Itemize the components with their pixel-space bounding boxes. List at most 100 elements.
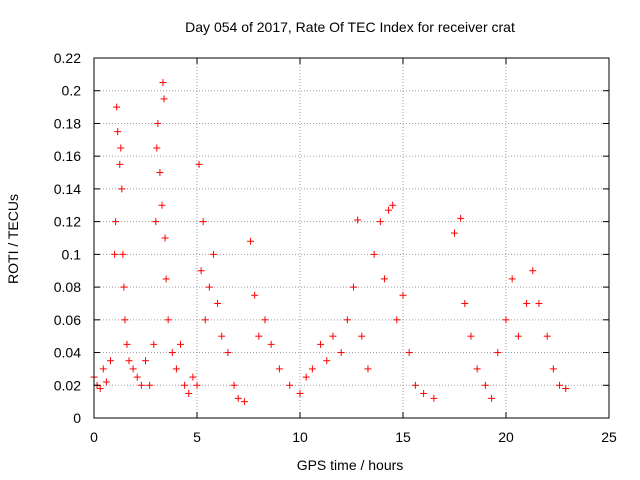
data-point — [275, 365, 283, 373]
data-point — [201, 316, 209, 324]
data-point — [535, 299, 543, 307]
data-point — [457, 214, 465, 222]
data-point — [172, 365, 180, 373]
data-point — [529, 267, 537, 275]
x-tick-label: 0 — [90, 429, 98, 445]
data-point — [488, 394, 496, 402]
data-point — [162, 275, 170, 283]
data-point — [121, 316, 129, 324]
y-tick-label: 0.1 — [62, 246, 82, 262]
data-point — [159, 79, 167, 87]
data-point — [411, 381, 419, 389]
data-point — [234, 394, 242, 402]
x-tick-label: 15 — [395, 429, 411, 445]
data-point — [152, 218, 160, 226]
data-point — [154, 119, 162, 127]
data-point — [158, 201, 166, 209]
data-point — [556, 381, 564, 389]
data-point — [473, 365, 481, 373]
data-point — [376, 218, 384, 226]
data-point — [337, 349, 345, 357]
y-tick-label: 0.16 — [54, 148, 81, 164]
x-tick-label: 20 — [498, 429, 514, 445]
y-tick-label: 0.2 — [62, 83, 82, 99]
data-point — [286, 381, 294, 389]
data-point — [481, 381, 489, 389]
data-point — [543, 332, 551, 340]
data-point — [389, 201, 397, 209]
data-point — [193, 381, 201, 389]
chart-title: Day 054 of 2017, Rate Of TEC Index for r… — [185, 19, 515, 35]
grid-lines — [94, 58, 609, 418]
data-point — [177, 340, 185, 348]
data-point — [112, 218, 120, 226]
data-point — [562, 385, 570, 393]
x-tick-label: 5 — [193, 429, 201, 445]
data-point — [123, 340, 131, 348]
data-point — [230, 381, 238, 389]
data-point — [350, 283, 358, 291]
y-tick-label: 0.14 — [54, 181, 81, 197]
data-point — [99, 365, 107, 373]
data-point — [113, 103, 121, 111]
data-point — [247, 237, 255, 245]
data-point — [308, 365, 316, 373]
data-point — [116, 160, 124, 168]
data-point — [102, 378, 110, 386]
data-point — [111, 250, 119, 258]
data-point — [146, 381, 154, 389]
x-tick-label: 25 — [601, 429, 617, 445]
y-tick-label: 0.22 — [54, 50, 81, 66]
x-axis-label: GPS time / hours — [297, 457, 404, 473]
data-points — [90, 79, 570, 406]
data-point — [329, 332, 337, 340]
y-tick-label: 0 — [73, 410, 81, 426]
y-tick-label: 0.06 — [54, 312, 81, 328]
axis-ticks — [93, 57, 610, 419]
data-point — [164, 316, 172, 324]
data-point — [120, 283, 128, 291]
data-point — [364, 365, 372, 373]
data-point — [150, 340, 158, 348]
data-point — [508, 275, 516, 283]
y-tick-label: 0.18 — [54, 115, 81, 131]
data-point — [156, 169, 164, 177]
y-axis-label: ROTI / TECUs — [5, 194, 21, 284]
data-point — [199, 218, 207, 226]
data-point — [451, 229, 458, 237]
data-point — [267, 340, 275, 348]
data-point — [430, 394, 438, 402]
data-point — [114, 128, 122, 136]
data-point — [168, 349, 176, 357]
data-point — [494, 349, 502, 357]
data-point — [142, 357, 149, 365]
data-point — [240, 398, 248, 406]
data-point — [343, 316, 351, 324]
data-point — [399, 291, 407, 299]
data-point — [195, 160, 203, 168]
x-tick-label: 10 — [292, 429, 308, 445]
data-point — [214, 299, 222, 307]
data-point — [118, 185, 126, 193]
data-point — [119, 250, 127, 258]
data-point — [405, 349, 413, 357]
data-point — [117, 144, 125, 152]
data-point — [224, 349, 232, 357]
plot-frame — [93, 57, 610, 419]
y-tick-label: 0.02 — [54, 377, 81, 393]
data-point — [209, 250, 217, 258]
data-point — [197, 267, 205, 275]
data-point — [218, 332, 226, 340]
data-point — [385, 206, 393, 214]
y-tick-label: 0.12 — [54, 214, 81, 230]
y-tick-label: 0.08 — [54, 279, 81, 295]
data-point — [323, 357, 331, 365]
data-point — [420, 389, 428, 397]
data-point — [129, 365, 137, 373]
data-point — [125, 357, 133, 365]
data-point — [137, 381, 145, 389]
data-point — [354, 216, 362, 224]
